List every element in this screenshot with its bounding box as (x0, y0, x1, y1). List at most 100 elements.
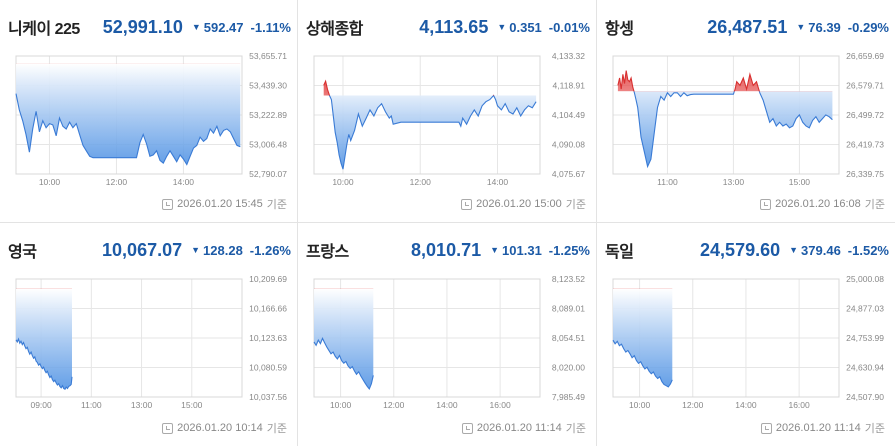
index-panel[interactable]: 상해종합 4,113.65 ▼ 0.351 -0.01% 4,133.32 4,1… (298, 0, 597, 223)
index-panel[interactable]: 프랑스 8,010.71 ▼ 101.31 -1.25% 8,123.52 8,0… (298, 223, 597, 446)
area-below-base (633, 91, 833, 167)
series-line (313, 337, 374, 390)
timestamp: 2026.01.20 11:14 기준 (760, 420, 885, 436)
y-tick-label: 24,507.90 (846, 392, 884, 402)
clock-icon (461, 422, 473, 434)
y-tick-label: 26,579.71 (846, 81, 884, 91)
index-panel[interactable]: 영국 10,067.07 ▼ 128.28 -1.26% 10,209.69 10… (0, 223, 298, 446)
y-tick-label: 8,054.51 (552, 333, 585, 343)
timestamp-text: 2026.01.20 11:14 (775, 422, 861, 434)
index-chart: 25,000.08 24,877.03 24,753.99 24,630.94 24,5… (612, 274, 884, 409)
area-above-base (314, 288, 374, 289)
x-tick-label: 14:00 (436, 400, 458, 409)
index-name[interactable]: 프랑스 (306, 244, 349, 261)
index-chart: 8,123.52 8,089.01 8,054.51 8,020.00 7,985.49… (313, 274, 585, 409)
index-name[interactable]: 영국 (8, 244, 37, 261)
index-name[interactable]: 니케이 225 (8, 21, 80, 38)
series-line (612, 339, 673, 388)
y-tick-label: 4,075.67 (552, 169, 585, 179)
down-arrow-icon: ▼ (191, 245, 201, 255)
area-below-base (314, 288, 374, 389)
y-tick-label: 26,659.69 (846, 51, 884, 61)
x-tick-label: 15:00 (181, 400, 203, 409)
panel-header: 프랑스 8,010.71 ▼ 101.31 -1.25% (306, 239, 590, 262)
down-arrow-icon: ▼ (490, 245, 500, 255)
y-tick-label: 4,118.91 (553, 81, 586, 91)
x-tick-label: 12:00 (383, 400, 405, 409)
timestamp-text: 2026.01.20 15:45 (177, 198, 263, 210)
x-tick-label: 12:00 (106, 177, 128, 186)
x-tick-label: 14:00 (735, 400, 757, 409)
timestamp-suffix: 기준 (565, 423, 586, 435)
series-line (15, 337, 73, 390)
change-percent: -1.11% (250, 19, 291, 35)
index-chart: 53,655.71 53,439.30 53,222.89 53,006.48 52,7… (15, 51, 287, 186)
index-price: 4,113.65 (419, 16, 489, 37)
area-below-base (16, 288, 72, 390)
timestamp: 2026.01.20 16:08 기준 (760, 196, 885, 212)
x-tick-label: 13:00 (723, 177, 745, 186)
timestamp-text: 2026.01.20 15:00 (476, 198, 562, 210)
change-percent: -1.52% (847, 242, 889, 258)
panel-header: 상해종합 4,113.65 ▼ 0.351 -0.01% (306, 16, 590, 39)
y-tick-label: 53,006.48 (249, 140, 287, 150)
index-panel[interactable]: 니케이 225 52,991.10 ▼ 592.47 -1.11% 53,655… (0, 0, 298, 223)
y-tick-label: 24,753.99 (846, 333, 884, 343)
y-tick-label: 24,630.94 (846, 363, 884, 373)
y-tick-label: 26,339.75 (846, 169, 884, 179)
timestamp: 2026.01.20 15:45 기준 (162, 196, 287, 212)
index-name[interactable]: 항셍 (605, 21, 634, 38)
index-price: 8,010.71 (411, 239, 482, 260)
x-tick-label: 14:00 (487, 177, 509, 186)
y-tick-label: 10,037.56 (249, 392, 287, 402)
y-tick-label: 4,133.32 (552, 51, 585, 61)
index-chart: 10,209.69 10,166.66 10,123.63 10,080.59 10,0… (15, 274, 287, 409)
y-tick-label: 10,123.63 (249, 333, 287, 343)
timestamp-suffix: 기준 (864, 199, 885, 211)
timestamp-suffix: 기준 (565, 199, 586, 211)
index-panel[interactable]: 항셍 26,487.51 ▼ 76.39 -0.29% 26,659.69 26,… (597, 0, 895, 223)
x-tick-label: 11:00 (657, 177, 678, 186)
plot-frame (15, 55, 243, 175)
x-tick-label: 12:00 (410, 177, 432, 186)
x-tick-label: 13:00 (131, 400, 153, 409)
index-price: 24,579.60 (700, 239, 781, 260)
y-tick-label: 25,000.08 (846, 274, 884, 284)
area-below-base (329, 95, 537, 170)
timestamp: 2026.01.20 11:14 기준 (461, 420, 586, 436)
y-tick-label: 26,419.73 (846, 140, 884, 150)
down-arrow-icon: ▼ (191, 22, 201, 32)
change-value: 128.28 (203, 242, 243, 258)
y-tick-label: 10,166.66 (249, 304, 287, 314)
clock-icon (760, 422, 772, 434)
y-tick-label: 7,985.49 (552, 392, 585, 402)
y-tick-label: 8,020.00 (552, 363, 585, 373)
plot-frame (313, 55, 541, 175)
change-value: 379.46 (801, 242, 841, 258)
index-price: 26,487.51 (707, 16, 788, 37)
change-percent: -0.01% (548, 19, 590, 35)
timestamp-suffix: 기준 (266, 199, 287, 211)
change-value: 101.31 (502, 242, 542, 258)
index-name[interactable]: 상해종합 (306, 21, 363, 38)
x-tick-label: 16:00 (489, 400, 511, 409)
y-tick-label: 4,090.08 (552, 140, 585, 150)
y-tick-label: 53,655.71 (249, 51, 287, 61)
series-line (328, 95, 537, 170)
clock-icon (461, 198, 473, 210)
y-tick-label: 8,089.01 (552, 304, 585, 314)
x-tick-label: 11:00 (81, 400, 102, 409)
x-tick-label: 10:00 (629, 400, 651, 409)
index-name[interactable]: 독일 (605, 244, 634, 261)
timestamp-suffix: 기준 (864, 423, 885, 435)
panel-header: 독일 24,579.60 ▼ 379.46 -1.52% (605, 239, 889, 262)
clock-icon (760, 198, 772, 210)
y-tick-label: 53,439.30 (249, 81, 287, 91)
change-percent: -0.29% (847, 19, 889, 35)
panel-header: 항셍 26,487.51 ▼ 76.39 -0.29% (605, 16, 889, 39)
clock-icon (162, 422, 174, 434)
index-price: 52,991.10 (102, 16, 183, 37)
change-percent: -1.25% (548, 242, 590, 258)
x-tick-label: 09:00 (30, 400, 52, 409)
index-panel[interactable]: 독일 24,579.60 ▼ 379.46 -1.52% 25,000.08 24… (597, 223, 895, 446)
